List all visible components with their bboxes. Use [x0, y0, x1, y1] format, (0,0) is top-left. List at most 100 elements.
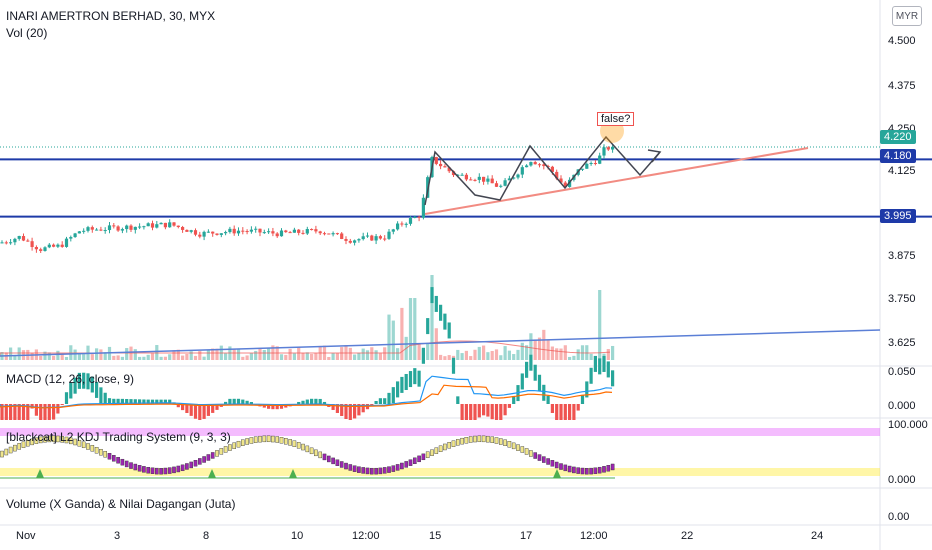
macd-histogram-bar	[439, 304, 443, 321]
macd-histogram-bar	[391, 387, 395, 404]
macd-histogram-bar	[451, 357, 456, 374]
macd-histogram-bar	[318, 398, 322, 404]
candle-body	[507, 178, 511, 181]
kdj-bar	[292, 440, 297, 447]
kdj-bar	[572, 466, 576, 474]
macd-histogram-bar	[39, 404, 43, 420]
volume-bar	[400, 307, 404, 360]
macd-histogram-bar	[537, 374, 542, 391]
kdj-bar	[597, 466, 602, 474]
macd-histogram-bar	[99, 387, 103, 404]
candle-body	[490, 178, 494, 184]
volume-bar	[310, 354, 314, 360]
kdj-bar	[395, 464, 400, 471]
candle-body	[284, 230, 288, 233]
volume-bar	[52, 355, 56, 360]
candle-body	[189, 230, 193, 232]
kdj-bar	[47, 435, 52, 443]
volume-bar	[477, 346, 481, 360]
macd-histogram-bar	[374, 401, 378, 404]
macd-histogram-bar	[159, 399, 163, 404]
candle-body	[589, 163, 593, 165]
macd-histogram-bar	[133, 399, 137, 404]
volume-bar	[529, 333, 533, 360]
kdj-bar	[81, 441, 86, 449]
macd-histogram-bar	[95, 381, 99, 398]
candle-body	[421, 197, 425, 218]
volume-bar	[387, 314, 391, 360]
candle-body	[486, 178, 490, 182]
candle-body	[185, 229, 189, 232]
macd-histogram-bar	[383, 398, 387, 404]
volume-bar	[138, 356, 142, 360]
candle-body	[112, 225, 116, 227]
kdj-bar	[288, 439, 292, 446]
candle-body	[146, 223, 150, 227]
macd-histogram-bar	[69, 382, 73, 399]
macd-histogram-bar	[563, 404, 567, 420]
macd-histogram-bar	[64, 392, 69, 404]
kdj-overbought-band	[0, 428, 880, 436]
kdj-bar	[602, 466, 606, 473]
volume-bar	[249, 353, 253, 360]
kdj-bar	[172, 466, 176, 474]
macd-histogram-bar	[494, 404, 499, 420]
volume-bar	[301, 352, 305, 360]
candle-body	[451, 171, 456, 176]
macd-histogram-bar	[228, 398, 232, 404]
volume-bar	[563, 345, 567, 360]
kdj-bar	[129, 462, 133, 469]
false-annotation[interactable]: false?	[597, 112, 635, 126]
kdj-bar	[8, 446, 13, 454]
time-tick: 24	[811, 530, 824, 542]
macd-histogram-bar	[245, 400, 249, 404]
kdj-bar	[215, 450, 219, 457]
candle-body	[327, 233, 331, 235]
candle-body	[322, 233, 327, 235]
volume-indicator-label: Vol (20)	[6, 26, 48, 40]
volume-bar	[82, 354, 86, 360]
volume-bar	[327, 356, 331, 360]
currency-button[interactable]: MYR	[892, 6, 922, 26]
price-tick: 3.625	[888, 337, 916, 349]
price-tick: 4.375	[888, 80, 916, 92]
volume-bar	[64, 356, 69, 360]
volume-bar	[469, 356, 473, 360]
kdj-bar	[524, 448, 529, 455]
macd-histogram-bar	[297, 401, 301, 404]
candle-body	[39, 249, 43, 251]
kdj-bar	[468, 436, 473, 443]
kdj-bar	[580, 467, 585, 475]
candle-body	[525, 165, 529, 168]
macd-histogram-bar	[43, 404, 47, 420]
candle-body	[82, 230, 86, 232]
kdj-bar	[176, 465, 181, 473]
macd-histogram-bar	[13, 404, 17, 420]
candle-body	[542, 164, 546, 167]
macd-histogram-bar	[150, 399, 155, 404]
kdj-bar	[520, 446, 525, 453]
macd-line	[0, 375, 613, 409]
candle-body	[159, 222, 163, 225]
kdj-bar	[219, 448, 224, 455]
volume-bar	[576, 349, 580, 360]
candle-body	[69, 237, 73, 239]
kdj-bar	[111, 455, 116, 462]
kdj-bar	[202, 456, 206, 463]
macd-tick: 0.050	[888, 366, 916, 378]
volume-bar	[258, 347, 262, 360]
volume-bar	[120, 356, 124, 360]
volume-bar	[224, 353, 228, 360]
macd-histogram-bar	[211, 404, 215, 413]
macd-histogram-bar	[249, 401, 253, 404]
candle-body	[537, 164, 542, 166]
candle-body	[228, 228, 232, 233]
candle-body	[512, 177, 516, 179]
kdj-bar	[262, 435, 267, 443]
volume-bar	[30, 352, 34, 360]
kdj-bar	[473, 435, 477, 443]
candle-body	[198, 234, 202, 237]
macd-histogram-bar	[202, 404, 206, 419]
